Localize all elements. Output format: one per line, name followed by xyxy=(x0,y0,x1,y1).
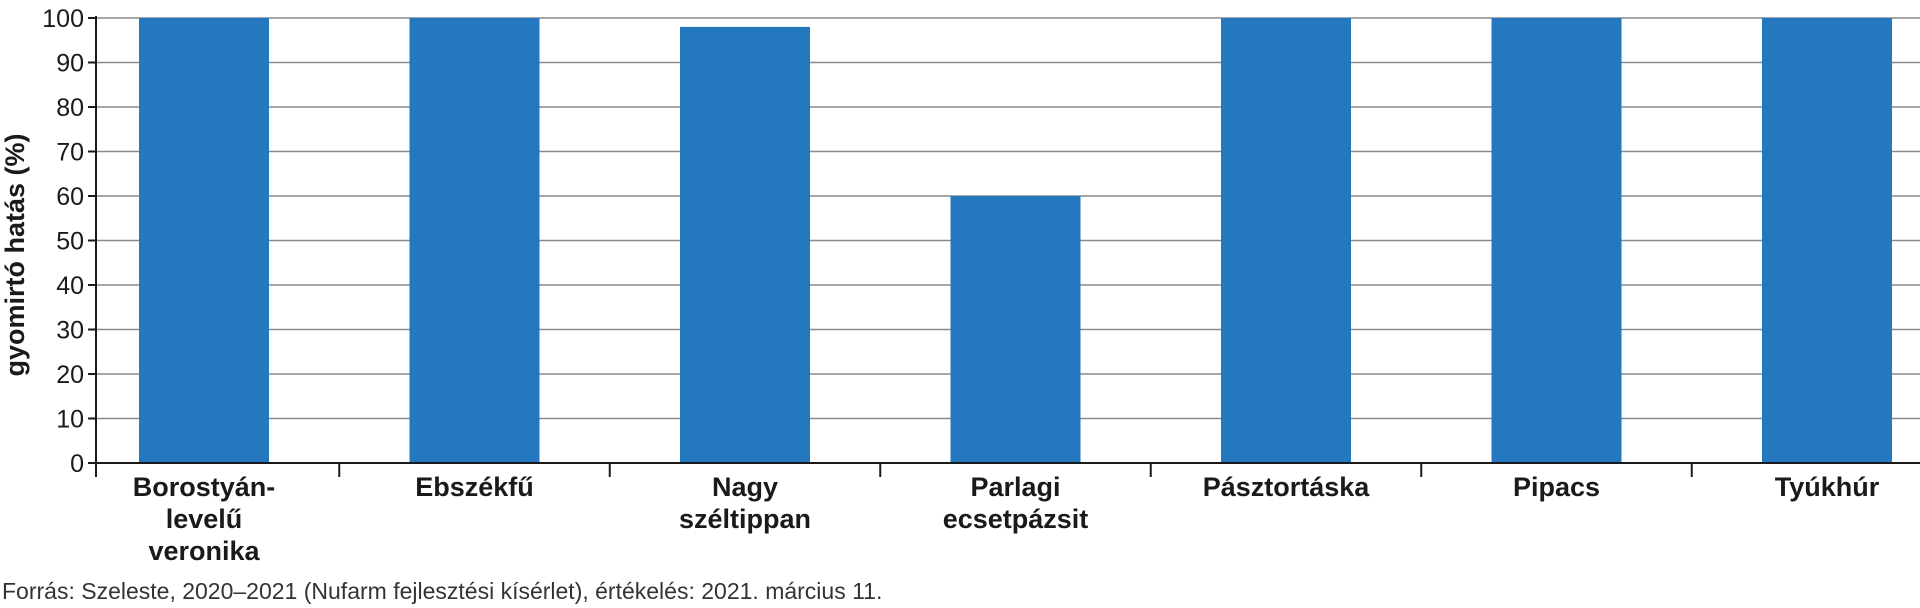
bar xyxy=(1762,18,1892,463)
x-category-label-line: veronika xyxy=(148,536,260,566)
x-category-label-line: Tyúkhúr xyxy=(1775,472,1880,502)
bar xyxy=(1491,18,1622,463)
x-category-label: Pipacs xyxy=(1513,472,1600,502)
x-category-label-line: Pásztortáska xyxy=(1203,472,1371,502)
x-category-label: Parlagi ecsetpázsit xyxy=(943,472,1089,534)
x-category-label-line: levelű xyxy=(166,504,243,534)
source-note: Forrás: Szeleste, 2020–2021 (Nufarm fejl… xyxy=(2,578,883,604)
y-tick-label: 20 xyxy=(56,361,84,389)
y-axis-label: gyomirtó hatás (%) xyxy=(0,133,30,376)
x-category-label: Nagy széltippan xyxy=(679,472,811,534)
x-category-label-line: Nagy xyxy=(712,472,778,502)
bar xyxy=(409,18,540,463)
x-category-label-line: Parlagi xyxy=(970,472,1060,502)
y-tick-label: 90 xyxy=(56,50,84,78)
y-tick-labels: 0 10 20 30 40 50 60 70 80 90 100 xyxy=(42,5,84,478)
x-category-label: Tyúkhúr xyxy=(1775,472,1880,502)
y-tick-label: 0 xyxy=(70,450,84,478)
y-tick-label: 10 xyxy=(56,406,84,434)
x-category-label-line: ecsetpázsit xyxy=(943,504,1089,534)
x-category-label: Borostyán-levelű veronika xyxy=(133,472,276,566)
y-tick-label: 100 xyxy=(42,5,84,33)
x-category-label-line: Ebszékfű xyxy=(415,472,534,502)
x-category-label-line: Pipacs xyxy=(1513,472,1600,502)
x-category-label-line: Borostyán- xyxy=(133,472,276,502)
y-tick-label: 30 xyxy=(56,317,84,345)
x-category-label: Ebszékfű xyxy=(415,472,534,502)
x-category-label: Pásztortáska xyxy=(1203,472,1371,502)
y-tick-label: 80 xyxy=(56,94,84,122)
x-category-labels: Borostyán-levelű veronika Ebszékfű Nagy szél… xyxy=(133,472,1880,566)
bar xyxy=(1221,18,1351,463)
bar xyxy=(680,26,810,464)
y-tick-label: 50 xyxy=(56,228,84,256)
y-tick-label: 40 xyxy=(56,272,84,300)
bar xyxy=(139,18,269,463)
bar xyxy=(950,196,1081,463)
bars xyxy=(139,18,1892,464)
y-tick-label: 60 xyxy=(56,183,84,211)
y-tick-label: 70 xyxy=(56,139,84,167)
axes xyxy=(88,16,1920,477)
x-category-label-line: széltippan xyxy=(679,504,811,534)
